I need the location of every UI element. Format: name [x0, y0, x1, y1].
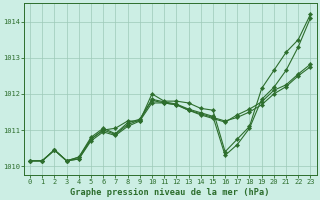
- X-axis label: Graphe pression niveau de la mer (hPa): Graphe pression niveau de la mer (hPa): [70, 188, 270, 197]
